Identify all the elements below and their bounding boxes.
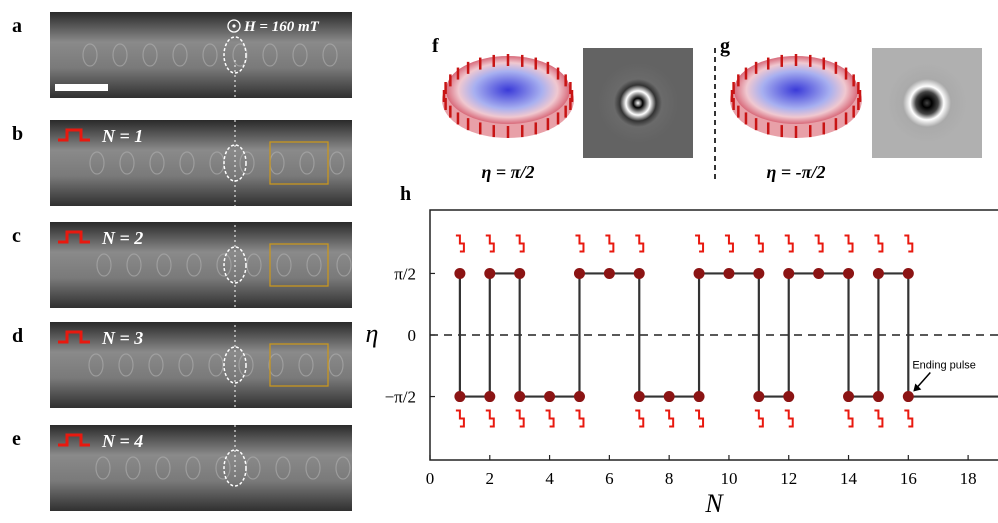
pulse-icon: [874, 411, 882, 427]
data-point: [843, 268, 854, 279]
data-point: [903, 268, 914, 279]
pulse-icon: [635, 411, 643, 427]
pulse-icon: [695, 411, 703, 427]
inset-label: f: [432, 35, 439, 57]
y-axis-label: η: [366, 319, 379, 348]
panel-label: b: [12, 123, 23, 145]
data-point: [634, 391, 645, 402]
data-point: [574, 268, 585, 279]
data-point: [574, 391, 585, 402]
image-panels: a H = 160 mT b N = 1 c N = 2 d N = 3 e N = 4: [12, 12, 352, 511]
pulse-icon: [486, 411, 494, 427]
x-tick-label: 18: [960, 469, 977, 488]
data-point: [454, 391, 465, 402]
panel-text: N = 1: [101, 126, 143, 146]
pulse-icon: [516, 411, 524, 427]
pulse-icon: [785, 411, 793, 427]
data-point: [783, 268, 794, 279]
pulse-icon: [546, 411, 554, 427]
skyrmion-top: [446, 56, 570, 124]
micrograph: [50, 425, 352, 511]
pulse-icon: [815, 235, 823, 251]
x-tick-label: 2: [486, 469, 495, 488]
data-point: [544, 391, 555, 402]
panel-label: e: [12, 428, 21, 450]
x-tick-label: 8: [665, 469, 674, 488]
x-tick-label: 16: [900, 469, 917, 488]
data-point: [873, 391, 884, 402]
panel-label: d: [12, 325, 23, 347]
data-point: [484, 391, 495, 402]
panel-text: N = 2: [101, 228, 143, 248]
data-point: [484, 268, 495, 279]
panel-text: N = 4: [101, 431, 143, 451]
figure: a H = 160 mT b N = 1 c N = 2 d N = 3 e N = 4 f η =…: [0, 0, 998, 523]
data-point: [634, 268, 645, 279]
x-tick-label: 12: [780, 469, 797, 488]
pulse-icon: [695, 235, 703, 251]
micrograph: [50, 120, 352, 206]
data-point: [843, 391, 854, 402]
data-point: [873, 268, 884, 279]
x-tick-label: 6: [605, 469, 614, 488]
pulse-icon: [725, 235, 733, 251]
field-symbol-dot: [232, 24, 235, 27]
panel-text: H = 160 mT: [243, 19, 320, 35]
y-tick-label: 0: [408, 326, 417, 345]
panel-label: h: [400, 183, 411, 205]
data-point: [664, 391, 675, 402]
data-point: [514, 391, 525, 402]
data-point: [694, 268, 705, 279]
data-point: [753, 391, 764, 402]
data-point: [753, 268, 764, 279]
chart: h 0 2 4 6 8 10 12 14 16 18 −π/2 0 π/2 Nη Ending pulse: [366, 183, 998, 518]
inset-caption: η = π/2: [482, 162, 535, 182]
panel-text: N = 3: [101, 328, 143, 348]
pulse-icon: [605, 235, 613, 251]
pulse-icon: [755, 411, 763, 427]
pulse-icon: [516, 235, 524, 251]
pulse-icon: [845, 235, 853, 251]
y-tick-label: π/2: [394, 264, 416, 283]
scale-bar: [55, 84, 108, 91]
data-point: [694, 391, 705, 402]
pulse-icon: [456, 411, 464, 427]
x-tick-label: 4: [545, 469, 554, 488]
inset-panels: f η = π/2 g η = -π/2: [432, 35, 982, 182]
pulse-icon: [755, 235, 763, 251]
panel-label: a: [12, 15, 22, 37]
panel-label: c: [12, 225, 21, 247]
pulse-icon: [635, 235, 643, 251]
pulse-icon: [845, 411, 853, 427]
x-tick-label: 14: [840, 469, 858, 488]
skyrmion-top: [734, 56, 858, 124]
pulse-icon: [785, 235, 793, 251]
inset-caption: η = -π/2: [767, 162, 826, 182]
pulse-icon: [575, 235, 583, 251]
data-point: [723, 268, 734, 279]
micrograph: [50, 322, 352, 408]
data-point: [604, 268, 615, 279]
data-point: [813, 268, 824, 279]
data-point: [783, 391, 794, 402]
lorentz-rings: [887, 63, 967, 143]
pulse-icon: [486, 235, 494, 251]
annotation: Ending pulse: [912, 360, 976, 372]
x-tick-label: 0: [426, 469, 435, 488]
pulse-icon: [904, 235, 912, 251]
x-axis-label: N: [704, 489, 724, 518]
pulse-icon: [874, 235, 882, 251]
inset-label: g: [720, 35, 730, 57]
x-tick-label: 10: [720, 469, 737, 488]
pulse-icon: [456, 235, 464, 251]
data-point: [514, 268, 525, 279]
pulse-icon: [575, 411, 583, 427]
y-tick-label: −π/2: [385, 388, 416, 407]
pulse-icon: [665, 411, 673, 427]
data-point: [903, 391, 914, 402]
pulse-icon: [904, 411, 912, 427]
data-point: [454, 268, 465, 279]
lorentz-rings: [598, 63, 678, 143]
